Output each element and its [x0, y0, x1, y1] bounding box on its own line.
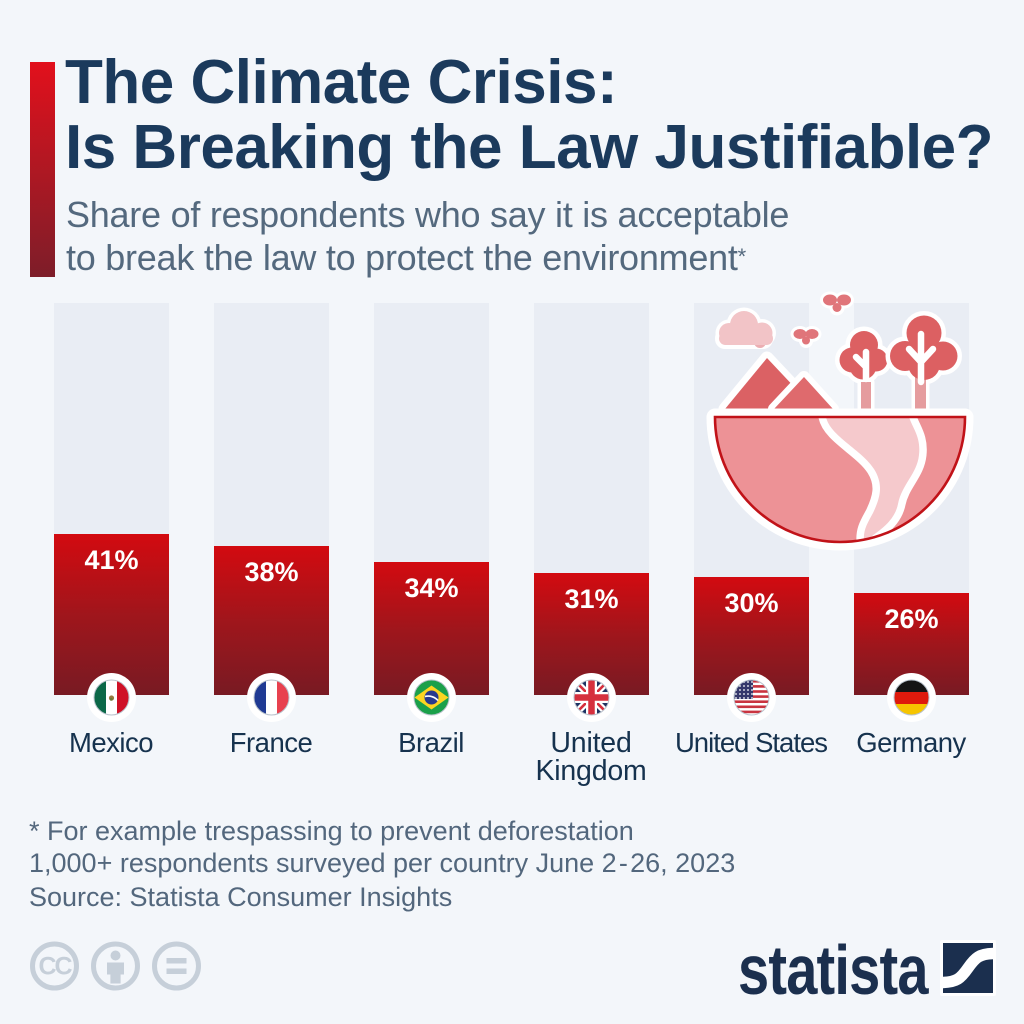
svg-text:CC: CC — [38, 953, 72, 981]
